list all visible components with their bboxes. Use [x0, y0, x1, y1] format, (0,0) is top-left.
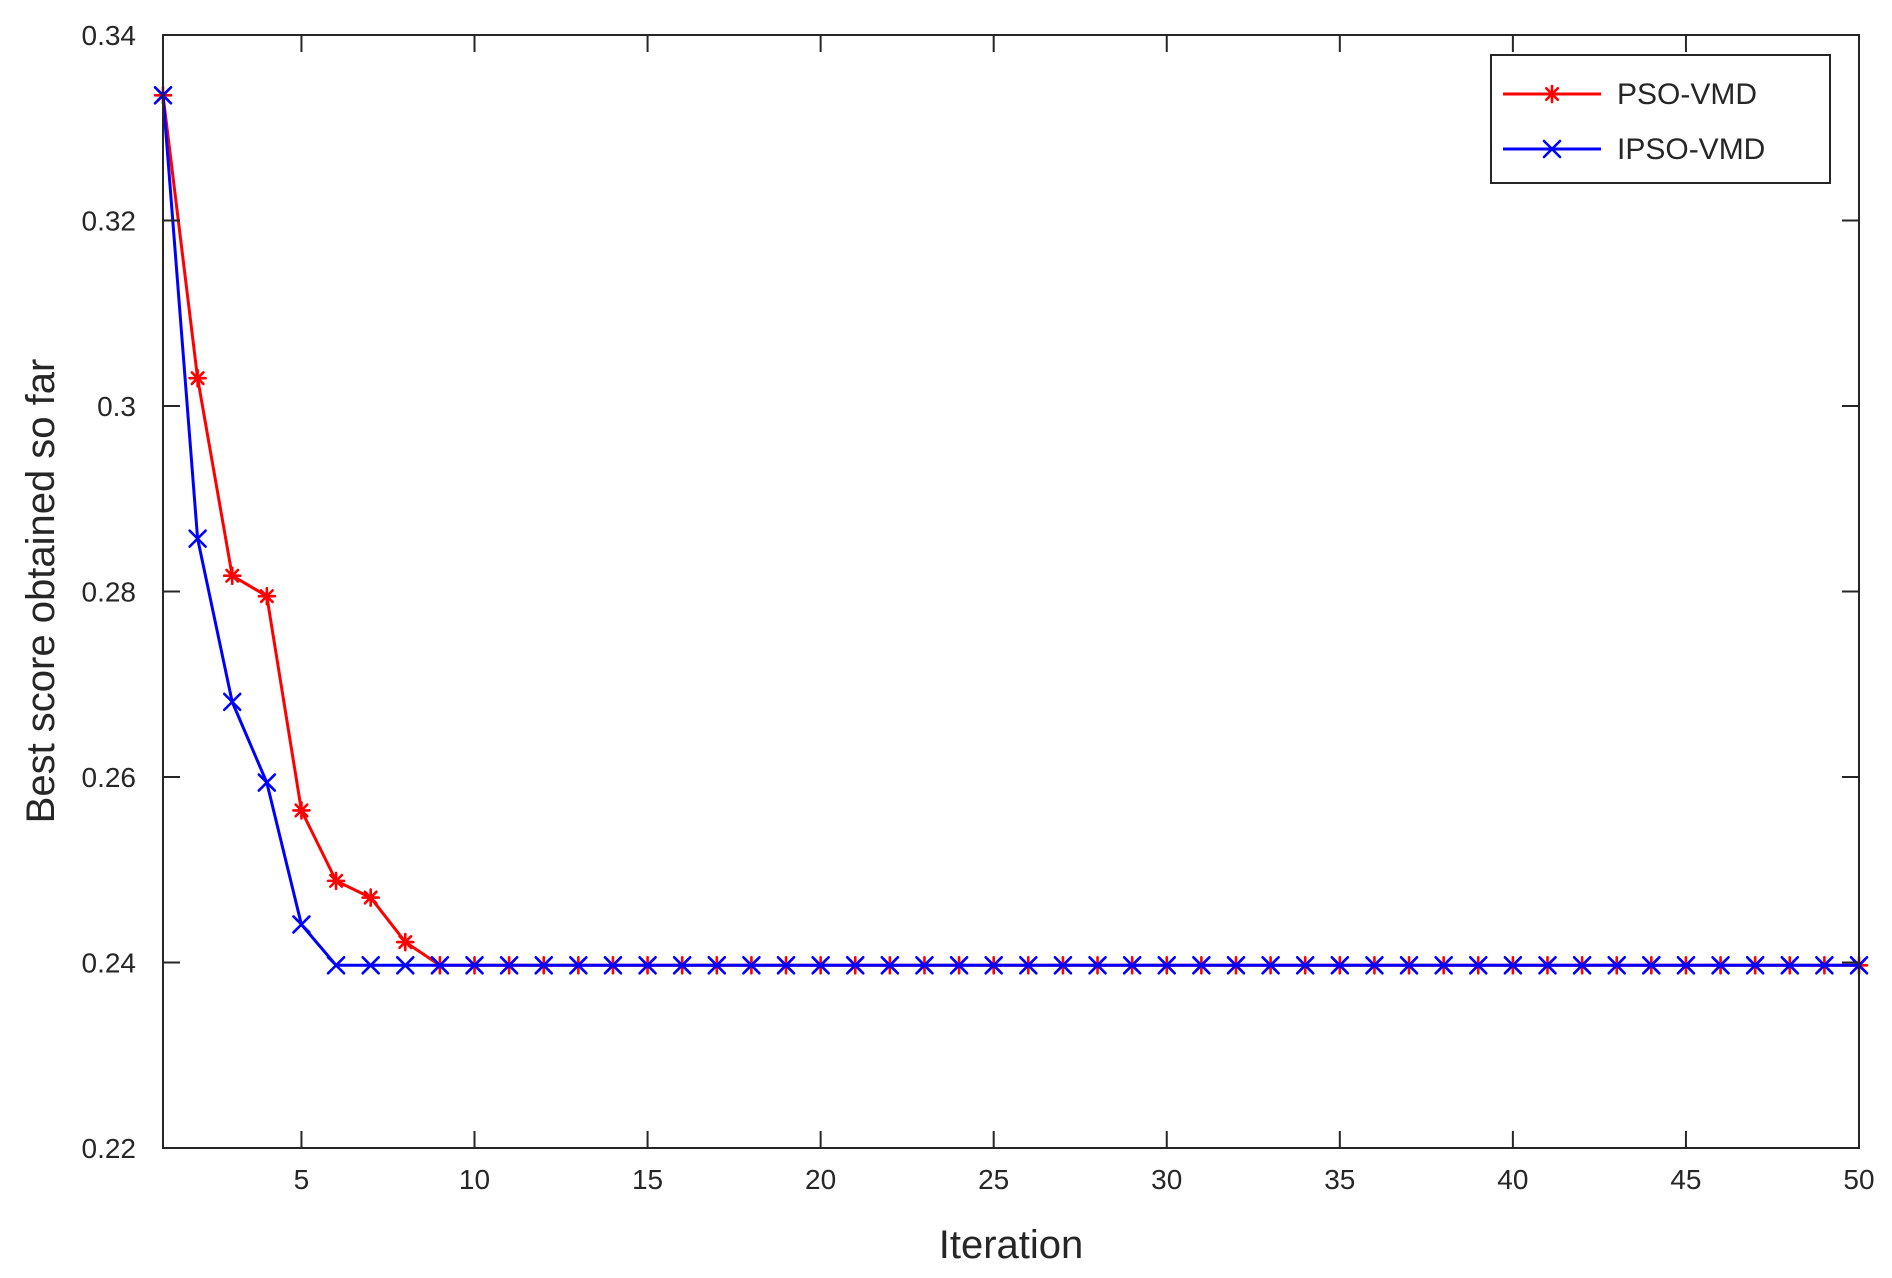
data-point-ipso-vmd [1468, 955, 1488, 975]
y-tick-label: 0.3 [97, 391, 136, 422]
series-line-ipso-vmd [161, 95, 1859, 967]
data-point-ipso-vmd [1434, 955, 1453, 975]
x-tick-label: 10 [459, 1164, 490, 1195]
x-tick-label: 25 [978, 1164, 1009, 1195]
data-point-ipso-vmd [1503, 955, 1523, 975]
data-point-ipso-vmd [638, 955, 657, 975]
ticks-layer: 5 10 15 20 25 30 35 40 45 50 0.22 0.24 0.26 0.28 0.3 0.… [82, 20, 1875, 1195]
data-point-ipso-vmd [1815, 955, 1834, 975]
x-tick-label: 35 [1324, 1164, 1355, 1195]
data-point-ipso-vmd [222, 692, 242, 712]
y-tick-label: 0.24 [82, 948, 137, 979]
data-point-ipso-vmd [1780, 955, 1800, 975]
series-layer [153, 85, 1869, 975]
data-point-ipso-vmd [1745, 955, 1765, 975]
data-point-ipso-vmd [1572, 955, 1592, 975]
x-tick-label: 20 [805, 1164, 836, 1195]
data-point-ipso-vmd [1088, 955, 1107, 975]
data-point-pso-vmd [395, 932, 415, 952]
data-point-ipso-vmd [1365, 955, 1384, 975]
data-point-ipso-vmd [1226, 955, 1246, 975]
x-tick-label: 40 [1497, 1164, 1528, 1195]
legend-marker-glyph [1542, 139, 1562, 159]
data-point-ipso-vmd [984, 955, 1003, 975]
data-point-ipso-vmd [915, 955, 934, 975]
data-point-ipso-vmd [603, 955, 623, 975]
y-tick-label: 0.26 [82, 762, 137, 793]
data-point-ipso-vmd [880, 955, 900, 975]
data-point-ipso-vmd [949, 955, 969, 975]
legend-marker-glyph [1542, 84, 1562, 104]
data-point-ipso-vmd [465, 955, 484, 975]
data-point-ipso-vmd [534, 955, 554, 975]
x-axis-title: Iteration [939, 1223, 1084, 1267]
legend-marker-ipso-vmd [1542, 139, 1562, 159]
legend-label-ipso-vmd: IPSO-VMD [1617, 133, 1765, 166]
data-point-ipso-vmd [1676, 955, 1696, 975]
data-point-ipso-vmd [1330, 955, 1350, 975]
data-point-ipso-vmd [1122, 955, 1142, 975]
data-point-ipso-vmd [1399, 955, 1419, 975]
legend: PSO-VMD IPSO-VMD [1490, 54, 1831, 184]
data-point-pso-vmd [188, 368, 207, 388]
data-point-pso-vmd [326, 871, 346, 891]
data-point-ipso-vmd [707, 955, 727, 975]
data-point-ipso-vmd [188, 529, 207, 548]
plot-background [163, 35, 1859, 1148]
series-ipso-vmd [153, 85, 1869, 975]
data-point-pso-vmd [292, 801, 311, 820]
data-point-ipso-vmd [1192, 955, 1211, 975]
y-tick-label: 0.28 [82, 577, 137, 608]
data-point-ipso-vmd [1711, 955, 1730, 975]
x-tick-label: 5 [294, 1164, 310, 1195]
legend-entry-ipso-vmd: IPSO-VMD [1503, 133, 1765, 166]
data-point-ipso-vmd [292, 915, 311, 934]
x-tick-label: 15 [632, 1164, 663, 1195]
legend-entry-pso-vmd: PSO-VMD [1503, 78, 1757, 111]
data-point-ipso-vmd [1295, 955, 1315, 975]
data-point-ipso-vmd [499, 955, 519, 975]
data-point-pso-vmd [222, 566, 242, 586]
data-point-ipso-vmd [742, 955, 761, 975]
data-point-ipso-vmd [672, 955, 692, 975]
data-point-ipso-vmd [1261, 955, 1280, 975]
legend-label-pso-vmd: PSO-VMD [1617, 78, 1757, 111]
data-point-ipso-vmd [430, 955, 450, 975]
y-tick-label: 0.34 [82, 20, 137, 51]
y-tick-label: 0.32 [82, 206, 137, 237]
legend-marker-pso-vmd [1542, 84, 1562, 104]
data-point-ipso-vmd [845, 955, 865, 975]
data-point-ipso-vmd [257, 773, 277, 792]
data-point-ipso-vmd [395, 955, 415, 975]
data-point-ipso-vmd [1607, 955, 1627, 975]
data-point-pso-vmd [257, 586, 277, 606]
legend-box [1490, 54, 1831, 184]
x-tick-label: 45 [1670, 1164, 1701, 1195]
data-point-ipso-vmd [1538, 955, 1557, 975]
data-point-ipso-vmd [361, 955, 380, 975]
data-point-ipso-vmd [776, 955, 796, 975]
x-tick-label: 30 [1151, 1164, 1182, 1195]
data-point-ipso-vmd [1053, 955, 1073, 975]
data-point-pso-vmd [361, 888, 380, 907]
data-point-ipso-vmd [811, 955, 830, 975]
data-point-ipso-vmd [1019, 955, 1038, 975]
y-axis-title: Best score obtained so far [19, 359, 63, 824]
data-point-ipso-vmd [326, 955, 346, 975]
data-point-ipso-vmd [569, 955, 588, 975]
data-point-ipso-vmd [1642, 955, 1661, 975]
y-tick-label: 0.22 [82, 1133, 137, 1164]
x-tick-label: 50 [1843, 1164, 1874, 1195]
data-point-ipso-vmd [1157, 955, 1177, 975]
